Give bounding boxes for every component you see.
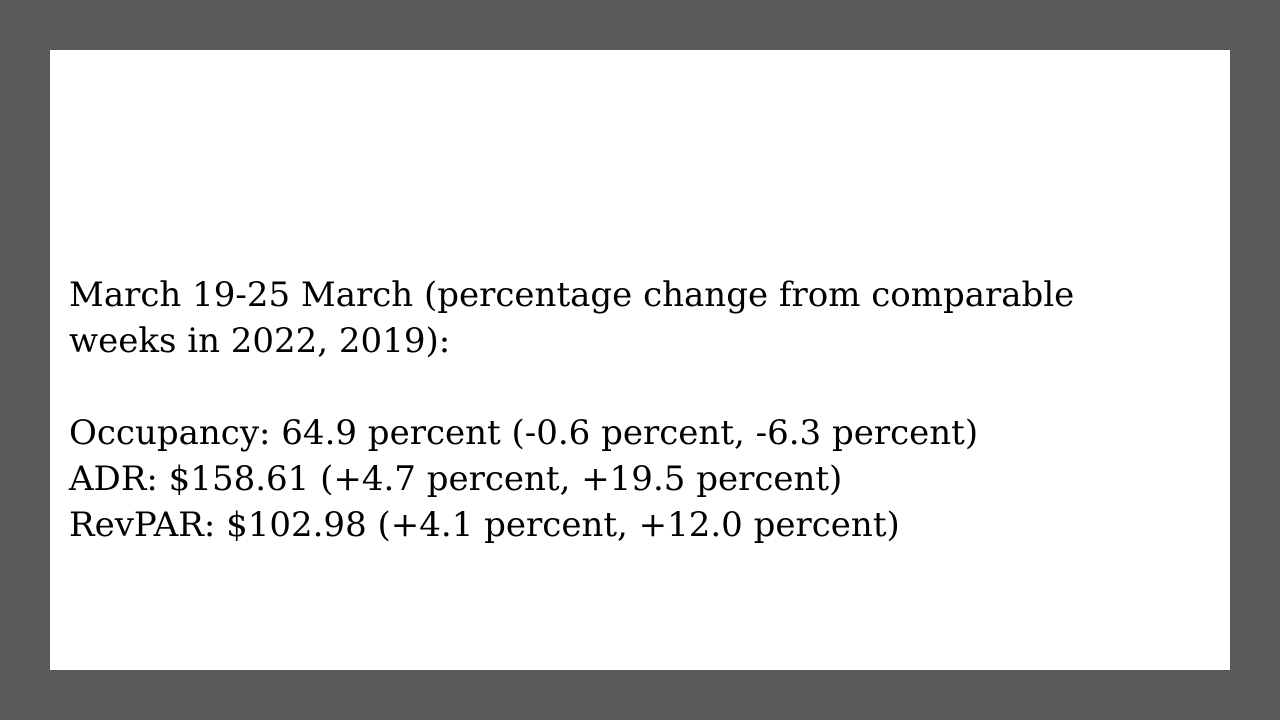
revpar-stat: RevPAR: $102.98 (+4.1 percent, +12.0 per… [69, 505, 900, 545]
slide-canvas: March 19-25 March (percentage change fro… [50, 50, 1230, 670]
adr-stat: ADR: $158.61 (+4.7 percent, +19.5 percen… [69, 459, 843, 499]
heading-line-1: March 19-25 March (percentage change fro… [69, 275, 1075, 315]
text-body: March 19-25 March (percentage change fro… [69, 272, 1209, 548]
occupancy-stat: Occupancy: 64.9 percent (-0.6 percent, -… [69, 413, 979, 453]
heading-line-2: weeks in 2022, 2019): [69, 321, 451, 361]
paragraph-spacer [69, 364, 1209, 410]
